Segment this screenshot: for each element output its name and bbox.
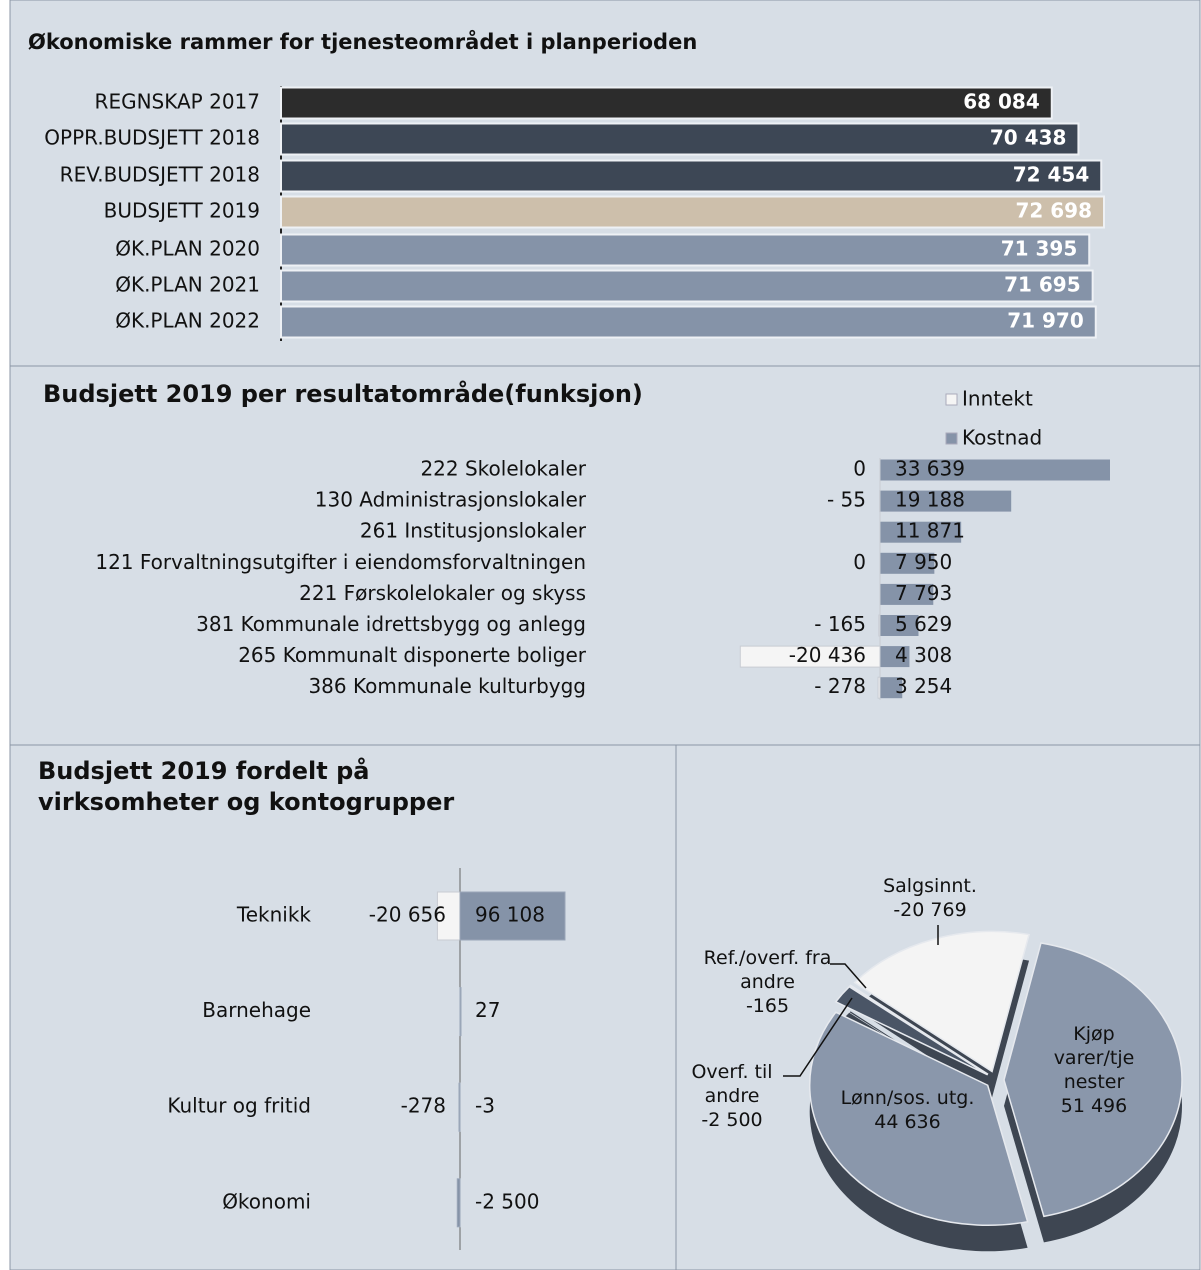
bar (880, 459, 1110, 481)
legend-swatch (945, 393, 958, 406)
bar (459, 891, 566, 941)
value-label: 68 084 (963, 90, 1040, 114)
leader-line (830, 963, 867, 989)
pie-slice (1003, 942, 1183, 1218)
value-label: 96 108 (475, 903, 545, 927)
leader-line (783, 997, 853, 1077)
value-label: - 55 (827, 488, 866, 512)
pie-label: Overf. til andre (691, 1061, 773, 1107)
category-label: 386 Kommunale kulturbygg (308, 674, 586, 698)
pie-value: 44 636 (874, 1111, 941, 1133)
value-label: 4 308 (895, 643, 952, 667)
chart-title: Budsjett 2019 fordelt på virksomheter og… (38, 757, 455, 816)
value-label: - 165 (814, 612, 866, 636)
category-label: Teknikk (236, 903, 312, 927)
legend-swatch (945, 432, 958, 445)
category-label: 221 Førskolelokaler og skyss (299, 581, 586, 605)
value-label: 71 695 (1004, 273, 1081, 297)
category-label: REV.BUDSJETT 2018 (60, 163, 260, 187)
bar (456, 1178, 461, 1228)
category-label: 130 Administrasjonslokaler (315, 488, 587, 512)
value-label: 71 970 (1007, 309, 1084, 333)
bar (880, 583, 934, 605)
bar (280, 233, 1091, 267)
value-label: 70 438 (990, 126, 1067, 150)
value-label: 3 254 (895, 674, 952, 698)
value-label: 19 188 (895, 488, 965, 512)
bar (280, 122, 1080, 156)
value-label: 11 871 (895, 519, 965, 543)
value-label: -20 656 (369, 903, 446, 927)
value-label: 0 (853, 550, 866, 574)
value-label: 33 639 (895, 457, 965, 481)
pie-slice (848, 984, 989, 1075)
bar (280, 305, 1097, 339)
category-label: ØK.PLAN 2022 (115, 309, 260, 333)
category-label: Kultur og fritid (167, 1094, 311, 1118)
chart-title: Budsjett 2019 per resultatområde(funksjo… (43, 379, 643, 408)
bar (880, 677, 903, 699)
category-label: ØK.PLAN 2021 (115, 273, 260, 297)
bar (880, 490, 1012, 512)
bar (280, 86, 1053, 120)
category-label: REGNSKAP 2017 (95, 90, 260, 114)
pie-label: Ref./overf. fra andre (703, 947, 832, 993)
pie-label: Kjøp varer/tjenester (1053, 1023, 1135, 1093)
pie-label: Salgsinnt. (883, 875, 977, 897)
bar (880, 521, 962, 543)
bar (880, 552, 935, 574)
category-label: 381 Kommunale idrettsbygg og anlegg (196, 612, 586, 636)
pie-label: Lønn/sos. utg. (840, 1087, 975, 1109)
value-label: -20 436 (789, 643, 866, 667)
category-label: OPPR.BUDSJETT 2018 (44, 126, 260, 150)
value-label: 27 (475, 998, 500, 1022)
legend-label: Inntekt (962, 387, 1033, 411)
bar (880, 646, 910, 668)
bar (280, 159, 1103, 193)
value-label: -3 (475, 1094, 495, 1118)
bar (458, 1082, 461, 1132)
value-label: 0 (853, 457, 866, 481)
bar (459, 987, 462, 1037)
value-label: - 278 (814, 674, 866, 698)
panel (9, 744, 677, 1270)
legend-label: Kostnad (962, 426, 1042, 450)
category-label: 265 Kommunalt disponerte boliger (238, 643, 587, 667)
category-label: Barnehage (202, 998, 311, 1022)
chart-title: Økonomiske rammer for tjenesteområdet i … (28, 29, 697, 54)
value-label: -278 (401, 1094, 446, 1118)
bar (280, 269, 1094, 303)
category-label: 261 Institusjonslokaler (360, 519, 587, 543)
value-label: 7 793 (895, 581, 952, 605)
pie-value: 51 496 (1060, 1095, 1128, 1117)
bar (280, 195, 1105, 229)
value-label: -2 500 (475, 1189, 539, 1213)
pie-slice (853, 930, 1030, 1073)
value-label: 71 395 (1001, 237, 1078, 261)
category-label: ØK.PLAN 2020 (115, 237, 260, 261)
pie-value: -2 500 (701, 1109, 763, 1131)
pie-value: -165 (745, 995, 790, 1017)
value-label: 7 950 (895, 550, 952, 574)
bar (880, 615, 919, 636)
category-label: 222 Skolelokaler (420, 457, 586, 481)
value-label: 72 698 (1015, 199, 1092, 223)
pie-value: -20 769 (893, 899, 967, 921)
category-label: 121 Forvaltningsutgifter i eiendomsforva… (95, 550, 586, 574)
category-label: Økonomi (222, 1189, 311, 1213)
value-label: 72 454 (1013, 163, 1090, 187)
category-label: BUDSJETT 2019 (104, 199, 260, 223)
panel (9, 365, 1201, 746)
pie-slice (808, 1011, 1029, 1226)
value-label: 5 629 (895, 612, 952, 636)
